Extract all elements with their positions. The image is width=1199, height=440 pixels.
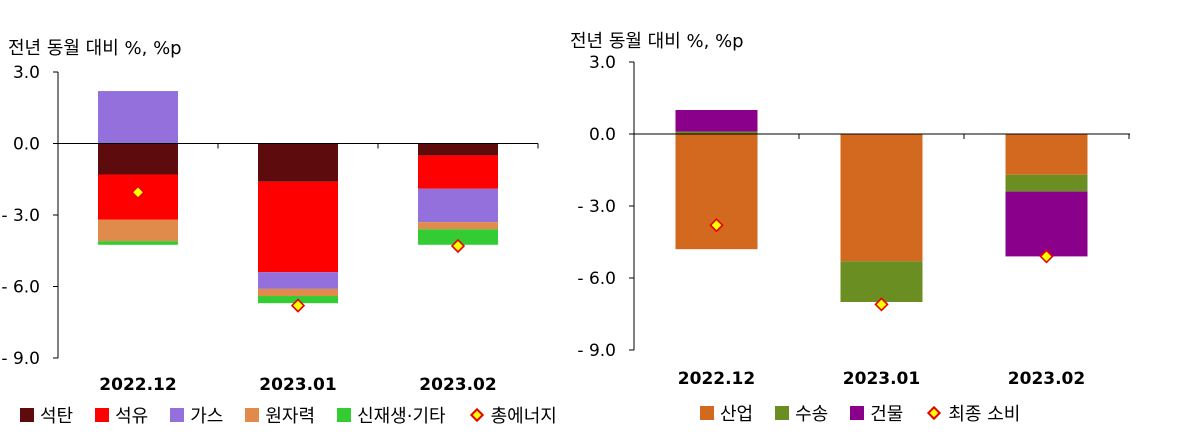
- legend-label: 가스: [190, 406, 224, 427]
- legend-color-swatch: [775, 406, 790, 420]
- legend-label: 건물: [870, 404, 904, 425]
- legend-item: 최종 소비: [925, 400, 1020, 426]
- legend-item: 원자력: [245, 402, 315, 428]
- right-category-label: 2022.12: [678, 369, 755, 389]
- left-bar-segment: [98, 241, 178, 245]
- left-y-tick-label: 3.0: [13, 63, 40, 83]
- right-bar-segment: [840, 134, 923, 262]
- right-bar-segment: [1005, 134, 1088, 175]
- legend-label: 원자력: [265, 406, 316, 427]
- legend-item: 수송: [775, 400, 828, 426]
- left-total-marker: [130, 185, 146, 200]
- legend-color-swatch: [337, 408, 352, 422]
- legend-color-swatch: [20, 408, 34, 422]
- legend-label: 산업: [720, 404, 754, 425]
- right-chart-unit-label: 전년 동월 대비 %, %p: [570, 31, 744, 52]
- left-bar-segment: [98, 143, 178, 175]
- legend-item: 석탄: [20, 402, 73, 428]
- legend-color-swatch: [850, 406, 865, 420]
- legend-diamond-swatch: [469, 407, 484, 423]
- legend-item: 총에너지: [468, 402, 557, 428]
- right-y-tick-label: 3.0: [589, 53, 616, 73]
- left-chart-unit-label: 전년 동월 대비 %, %p: [8, 38, 182, 59]
- right-bar-segment: [1005, 174, 1088, 192]
- right-y-tick-label: - 3.0: [577, 197, 616, 217]
- legend-item: 산업: [700, 400, 753, 426]
- right-bar-segment: [1005, 191, 1088, 257]
- legend-item: 석유: [95, 402, 148, 428]
- legend-color-swatch: [700, 406, 714, 420]
- right-bar-segment: [675, 110, 758, 132]
- left-bar-segment: [98, 219, 178, 242]
- left-y-tick-label: - 9.0: [1, 349, 40, 369]
- left-bar-segment: [98, 91, 178, 144]
- legend-color-swatch: [95, 408, 110, 422]
- left-bar-segment: [418, 188, 498, 223]
- left-bar-segment: [258, 272, 338, 289]
- left-total-marker: [450, 238, 466, 254]
- legend-item: 가스: [170, 402, 223, 428]
- legend-label: 최종 소비: [948, 404, 1021, 425]
- legend-diamond-swatch: [927, 405, 942, 421]
- right-category-label: 2023.01: [843, 369, 920, 389]
- left-category-label: 2022.12: [99, 375, 176, 395]
- left-bar-segment: [258, 181, 338, 273]
- left-y-tick-label: 0.0: [13, 135, 40, 155]
- legend-color-swatch: [245, 408, 260, 422]
- left-bar-segment: [418, 155, 498, 189]
- legend-label: 총에너지: [490, 406, 557, 427]
- left-total-marker: [290, 298, 306, 313]
- right-y-tick-label: 0.0: [589, 125, 616, 145]
- right-total-marker: [1039, 249, 1054, 264]
- left-bar-segment: [418, 229, 498, 245]
- left-chart-legend: 석탄 석유 가스 원자력 신재생·기타 총에너지: [20, 402, 579, 428]
- legend-item: 건물: [850, 400, 903, 426]
- right-y-tick-label: - 6.0: [577, 269, 616, 289]
- left-category-label: 2023.01: [259, 375, 336, 395]
- right-bar-segment: [675, 131, 758, 134]
- legend-item: 신재생·기타: [337, 402, 446, 428]
- legend-label: 석탄: [40, 406, 74, 427]
- right-chart-legend: 산업 수송 건물 최종 소비: [700, 400, 1042, 426]
- left-y-tick-label: - 3.0: [1, 206, 40, 226]
- left-category-label: 2023.02: [419, 375, 496, 395]
- right-total-marker: [709, 218, 724, 233]
- left-bar-segment: [418, 222, 498, 230]
- right-total-marker: [874, 297, 889, 312]
- right-y-tick-label: - 9.0: [577, 341, 616, 361]
- left-bar-segment: [258, 143, 338, 182]
- legend-color-swatch: [170, 408, 185, 422]
- left-bar-segment: [418, 143, 498, 156]
- legend-label: 석유: [115, 406, 149, 427]
- legend-label: 수송: [795, 404, 829, 425]
- right-bar-segment: [840, 261, 923, 302]
- left-bar-segment: [258, 288, 338, 297]
- legend-label: 신재생·기타: [357, 406, 446, 427]
- right-category-label: 2023.02: [1008, 369, 1085, 389]
- left-y-tick-label: - 6.0: [1, 278, 40, 298]
